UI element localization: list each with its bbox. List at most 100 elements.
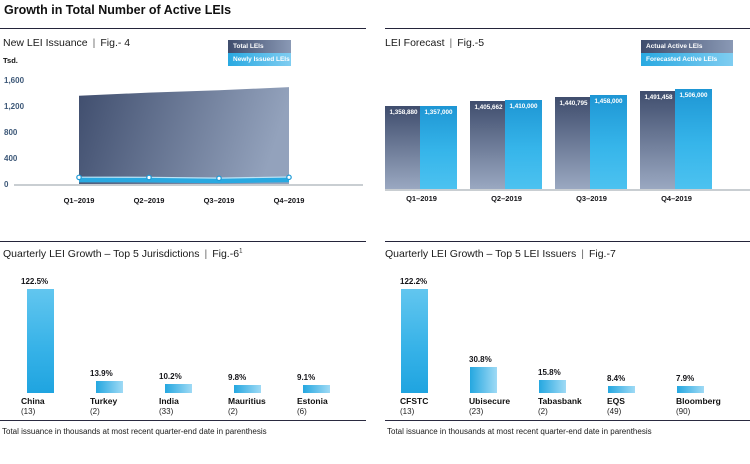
percent-value-label: 122.2% bbox=[400, 277, 428, 287]
actual-active-leis-bar: 1,358,880 bbox=[385, 106, 422, 189]
fig-label-fig7: Fig.-7 bbox=[588, 248, 616, 260]
chart-title-fig6: Quarterly LEI Growth – Top 5 Jurisdictio… bbox=[3, 248, 200, 260]
percent-value-label: 122.5% bbox=[21, 276, 49, 286]
forecasted-active-leis-bar: 1,357,000 bbox=[420, 106, 457, 189]
legend-item-actual-active-leis: Actual Active LEIs bbox=[641, 40, 733, 53]
forecasted-active-leis-bar: 1,458,000 bbox=[590, 94, 627, 189]
percent-value-label: 9.1% bbox=[297, 373, 316, 383]
footnote-fig6: Total issuance in thousands at most rece… bbox=[2, 427, 267, 436]
category-count: (90) bbox=[676, 407, 691, 416]
percent-value-label: 7.9% bbox=[676, 374, 695, 384]
bar-value-label: 1,440,795 bbox=[559, 99, 588, 107]
category-name: EQS bbox=[607, 396, 625, 406]
bar-group-Q2–2019: 1,405,662 1,410,000 bbox=[470, 67, 543, 189]
bar-value-label: 1,410,000 bbox=[509, 103, 538, 111]
panel-divider bbox=[0, 420, 366, 421]
growth-bar-Tabasbank bbox=[539, 379, 566, 393]
bar-chart-fig5: 1,358,880 1,357,000 1,405,662 1,410,000 1,44… bbox=[385, 67, 750, 191]
category-count: (23) bbox=[469, 407, 484, 416]
category-count: (2) bbox=[538, 407, 548, 416]
chart-title-fig4: New LEI Issuance bbox=[3, 37, 88, 49]
category-count: (2) bbox=[228, 407, 238, 416]
category-label-CFSTC: CFSTC (13) bbox=[400, 396, 428, 416]
y-axis-unit-label: Tsd. bbox=[3, 56, 18, 65]
growth-bar-Mauritius bbox=[234, 384, 261, 393]
category-name: Tabasbank bbox=[538, 396, 582, 406]
percent-value-label: 15.8% bbox=[538, 367, 561, 377]
bar-value-label: 1,506,000 bbox=[679, 92, 708, 100]
panel-lei-forecast: LEI Forecast | Fig.-5 Actual Active LEIs F… bbox=[385, 28, 750, 242]
category-name: China bbox=[21, 396, 45, 406]
category-label-China: China (13) bbox=[21, 396, 45, 416]
bar-value-label: 1,405,662 bbox=[474, 103, 503, 111]
data-point-marker bbox=[76, 174, 82, 181]
fig-label-fig5: Fig.-5 bbox=[457, 37, 485, 49]
x-axis-label: Q3–2019 bbox=[204, 196, 235, 205]
category-count: (6) bbox=[297, 407, 307, 416]
chart-title-fig5: LEI Forecast bbox=[385, 37, 445, 49]
bar-value-label: 1,358,880 bbox=[389, 109, 418, 116]
category-labels-fig7: CFSTC (13) Ubisecure (23) Tabasbank (2) EQS (49… bbox=[385, 396, 750, 420]
growth-bar-Ubisecure bbox=[470, 366, 497, 393]
data-point-marker bbox=[146, 174, 152, 181]
category-label-Tabasbank: Tabasbank (2) bbox=[538, 396, 582, 416]
bar-value-label: 1,491,458 bbox=[644, 94, 673, 102]
legend-fig4: Total LEIs Newly Issued LEIs bbox=[228, 40, 291, 66]
category-name: Bloomberg bbox=[676, 396, 721, 406]
category-label-Turkey: Turkey (2) bbox=[90, 396, 117, 416]
fig-label-fig4: Fig.- 4 bbox=[100, 37, 131, 49]
x-axis-label: Q1–2019 bbox=[64, 196, 95, 205]
category-label-EQS: EQS (49) bbox=[607, 396, 625, 416]
chart-header-fig4: New LEI Issuance | Fig.- 4 bbox=[0, 29, 366, 49]
panel-divider bbox=[385, 420, 750, 421]
area-chart-fig4: 0 400 800 1,200 1,600 Q1–2019 Q2–2019 Q3–2019 Q4… bbox=[4, 76, 363, 205]
panel-top5-lei-issuers: Quarterly LEI Growth – Top 5 LEI Issuers… bbox=[385, 241, 750, 441]
growth-bar-China bbox=[27, 288, 54, 393]
legend-item-total-leis: Total LEIs bbox=[228, 40, 291, 53]
x-axis-label: Q3–2019 bbox=[576, 194, 607, 203]
title-separator: | bbox=[204, 248, 208, 260]
bar-group-Q4–2019: 1,491,458 1,506,000 bbox=[640, 67, 713, 189]
bar-group-Q1–2019: 1,358,880 1,357,000 bbox=[385, 67, 458, 189]
title-separator: | bbox=[449, 37, 453, 49]
category-labels-fig6: China (13) Turkey (2) India (33) Mauritius (2) E… bbox=[0, 396, 366, 420]
fig-label-fig6: Fig.-6 bbox=[212, 248, 240, 260]
y-axis-label: 800 bbox=[4, 128, 18, 137]
x-axis-label: Q4–2019 bbox=[661, 194, 692, 203]
category-count: (2) bbox=[90, 407, 100, 416]
newly-issued-line-highlight bbox=[78, 176, 290, 179]
category-name: CFSTC bbox=[400, 396, 429, 406]
growth-bar-Turkey bbox=[96, 381, 123, 393]
growth-bar-CFSTC bbox=[401, 289, 428, 393]
category-count: (13) bbox=[400, 407, 415, 416]
x-axis-label: Q2–2019 bbox=[491, 194, 522, 203]
bar-chart-fig7: 122.2% 30.8% 15.8% 8.4% 7.9% bbox=[385, 266, 750, 393]
page-title: Growth in Total Number of Active LEIs bbox=[4, 3, 232, 17]
category-name: Turkey bbox=[90, 396, 118, 406]
category-count: (13) bbox=[21, 407, 36, 416]
forecasted-active-leis-bar: 1,410,000 bbox=[505, 100, 542, 189]
data-point-marker bbox=[286, 174, 292, 181]
y-axis-label: 0 bbox=[4, 180, 9, 189]
x-axis-label: Q1–2019 bbox=[406, 194, 437, 203]
bar-group-Q3–2019: 1,440,795 1,458,000 bbox=[555, 67, 628, 189]
category-count: (49) bbox=[607, 407, 622, 416]
growth-bar-India bbox=[165, 384, 192, 393]
forecasted-active-leis-bar: 1,506,000 bbox=[675, 89, 712, 189]
chart-header-fig7: Quarterly LEI Growth – Top 5 LEI Issuers… bbox=[385, 242, 750, 260]
actual-active-leis-bar: 1,405,662 bbox=[470, 100, 507, 189]
category-label-Bloomberg: Bloomberg (90) bbox=[676, 396, 721, 416]
actual-active-leis-bar: 1,440,795 bbox=[555, 96, 592, 189]
chart-header-fig5: LEI Forecast | Fig.-5 bbox=[385, 29, 750, 49]
bar-chart-fig6: 122.5% 13.9% 10.2% 9.8% 9.1% bbox=[0, 266, 366, 393]
panel-new-lei-issuance: New LEI Issuance | Fig.- 4 Total LEIs Newl… bbox=[0, 28, 366, 242]
percent-value-label: 9.8% bbox=[228, 372, 247, 382]
category-name: Mauritius bbox=[228, 396, 266, 406]
chart-title-fig7: Quarterly LEI Growth – Top 5 LEI Issuers bbox=[385, 248, 577, 260]
growth-bar-Bloomberg bbox=[677, 386, 704, 393]
category-name: India bbox=[159, 396, 179, 406]
category-name: Ubisecure bbox=[469, 396, 511, 406]
actual-active-leis-bar: 1,491,458 bbox=[640, 91, 677, 189]
legend-item-newly-issued-leis: Newly Issued LEIs bbox=[228, 53, 291, 66]
percent-value-label: 10.2% bbox=[159, 372, 182, 382]
